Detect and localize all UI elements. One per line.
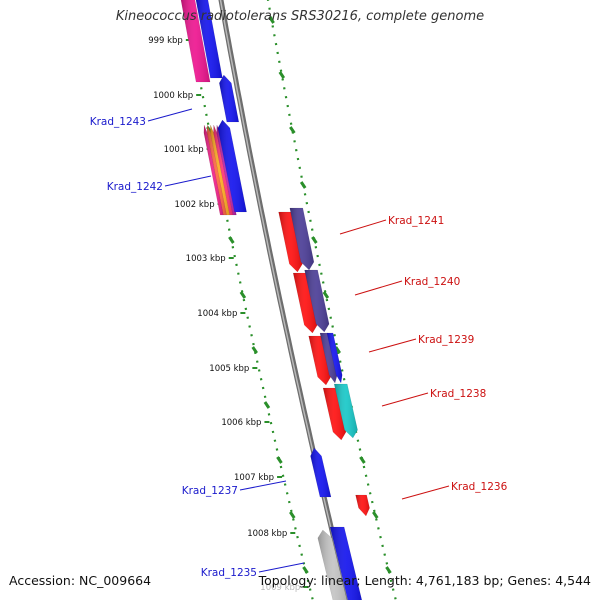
gene-red-4 <box>322 387 347 441</box>
track-dash <box>311 236 318 244</box>
gene-label: Krad_1242 <box>107 181 163 193</box>
genome-summary: Topology: linear; Length: 4,761,183 bp; … <box>258 573 591 588</box>
gene-label: Krad_1241 <box>388 215 444 227</box>
gene-shade <box>310 448 331 497</box>
backbone-line <box>218 0 352 600</box>
map-title: Kineococcus radiotolerans SRS30216, comp… <box>115 9 485 24</box>
gene-shade <box>207 125 227 215</box>
gene-label: Krad_1239 <box>418 334 474 346</box>
gene-shade <box>289 208 314 270</box>
right-track-line <box>266 0 397 600</box>
axis-ticks: 999 kbp 1000 kbp 1001 kbp 1002 kbp 1003 kbp 1… <box>148 36 309 593</box>
gene-shade <box>317 530 347 600</box>
track-dash <box>278 71 286 79</box>
track-dash <box>228 236 235 244</box>
gene-shade <box>320 333 338 383</box>
gene-krad-1239 <box>326 332 343 384</box>
label-leader <box>258 562 305 573</box>
tick-label: 1000 kbp <box>153 91 193 101</box>
gene-label: Krad_1240 <box>404 276 460 288</box>
gene-shade <box>219 75 239 122</box>
accession-label: Accession: NC_009664 <box>9 573 152 588</box>
track-dash <box>299 181 307 189</box>
track-dash <box>289 511 296 519</box>
gene-shade <box>330 527 362 600</box>
track-dash <box>372 511 379 519</box>
gene-blue-bottom <box>329 526 363 600</box>
label-leader <box>164 175 212 187</box>
gene-purple-3 <box>319 332 338 384</box>
tick-label: 1003 kbp <box>186 254 226 264</box>
gene-krad-1241 <box>289 207 315 271</box>
tick-label: 1005 kbp <box>209 364 249 374</box>
track-dash <box>263 401 271 409</box>
gene-krad-blue-top <box>195 0 223 79</box>
gene-label: Krad_1236 <box>451 481 508 493</box>
tick-label: 1002 kbp <box>175 200 215 210</box>
gene-red-2 <box>292 272 318 334</box>
track-dash <box>302 566 309 574</box>
gene-krad-1236 <box>355 494 370 517</box>
gene-krad-1237 <box>310 447 332 498</box>
gene-krad-1243 <box>219 74 240 123</box>
gene-shade <box>217 120 247 212</box>
tick-label: 1008 kbp <box>247 529 287 539</box>
track-dash <box>276 456 283 464</box>
tick-label: 1004 kbp <box>197 309 237 319</box>
gene-shade <box>334 384 358 438</box>
label-leader <box>354 280 403 296</box>
gene-shade <box>213 125 234 215</box>
gene-label: Krad_1243 <box>90 116 146 128</box>
backbone-highlight <box>219 0 350 600</box>
track-dash <box>289 126 296 134</box>
tick-label: 1007 kbp <box>234 473 274 483</box>
gene-shade <box>195 0 223 78</box>
tick-label: 1006 kbp <box>221 418 261 428</box>
label-leader <box>147 108 193 122</box>
gene-shade <box>293 273 318 333</box>
gene-krad-1235 <box>317 529 348 600</box>
track-dash <box>322 291 330 299</box>
gene-shade <box>355 495 370 516</box>
gene-label: Krad_1235 <box>201 567 257 579</box>
gene-krad-1238 <box>333 383 358 439</box>
gene-krad-1242-blue <box>217 119 247 213</box>
gene-shade <box>327 333 343 383</box>
gene-krad-magenta-top <box>180 0 211 83</box>
label-leader <box>381 392 429 407</box>
gene-red-1 <box>278 211 303 273</box>
gene-shade <box>278 212 303 272</box>
tick-label: 1001 kbp <box>164 145 204 155</box>
gene-shade <box>210 125 230 215</box>
label-leader <box>368 338 417 353</box>
left-track-line <box>183 0 314 600</box>
track-dash <box>334 346 341 354</box>
track-dash <box>359 456 366 464</box>
gene-shade <box>308 336 331 385</box>
gene-red-3 <box>308 335 331 386</box>
gene-label: Krad_1237 <box>182 485 238 497</box>
track-dash <box>251 346 258 354</box>
label-leader <box>339 219 387 235</box>
label-leader <box>401 485 450 500</box>
gene-label: Krad_1238 <box>430 388 486 400</box>
tick-label: 1009 kbp <box>260 583 300 593</box>
gene-features <box>180 0 370 600</box>
gene-shade <box>323 388 346 440</box>
track-dash <box>385 566 392 574</box>
gene-labels: Krad_1243 Krad_1242 Krad_1241 Krad_1240 Krad… <box>90 108 508 579</box>
track-dash <box>239 291 247 299</box>
gene-shade <box>304 270 330 332</box>
gene-krad-1240 <box>304 269 330 333</box>
label-leader <box>239 480 287 491</box>
track-dash <box>268 16 275 24</box>
gene-shade <box>180 0 211 82</box>
gene-shade <box>203 125 224 215</box>
tick-label: 999 kbp <box>148 36 183 46</box>
